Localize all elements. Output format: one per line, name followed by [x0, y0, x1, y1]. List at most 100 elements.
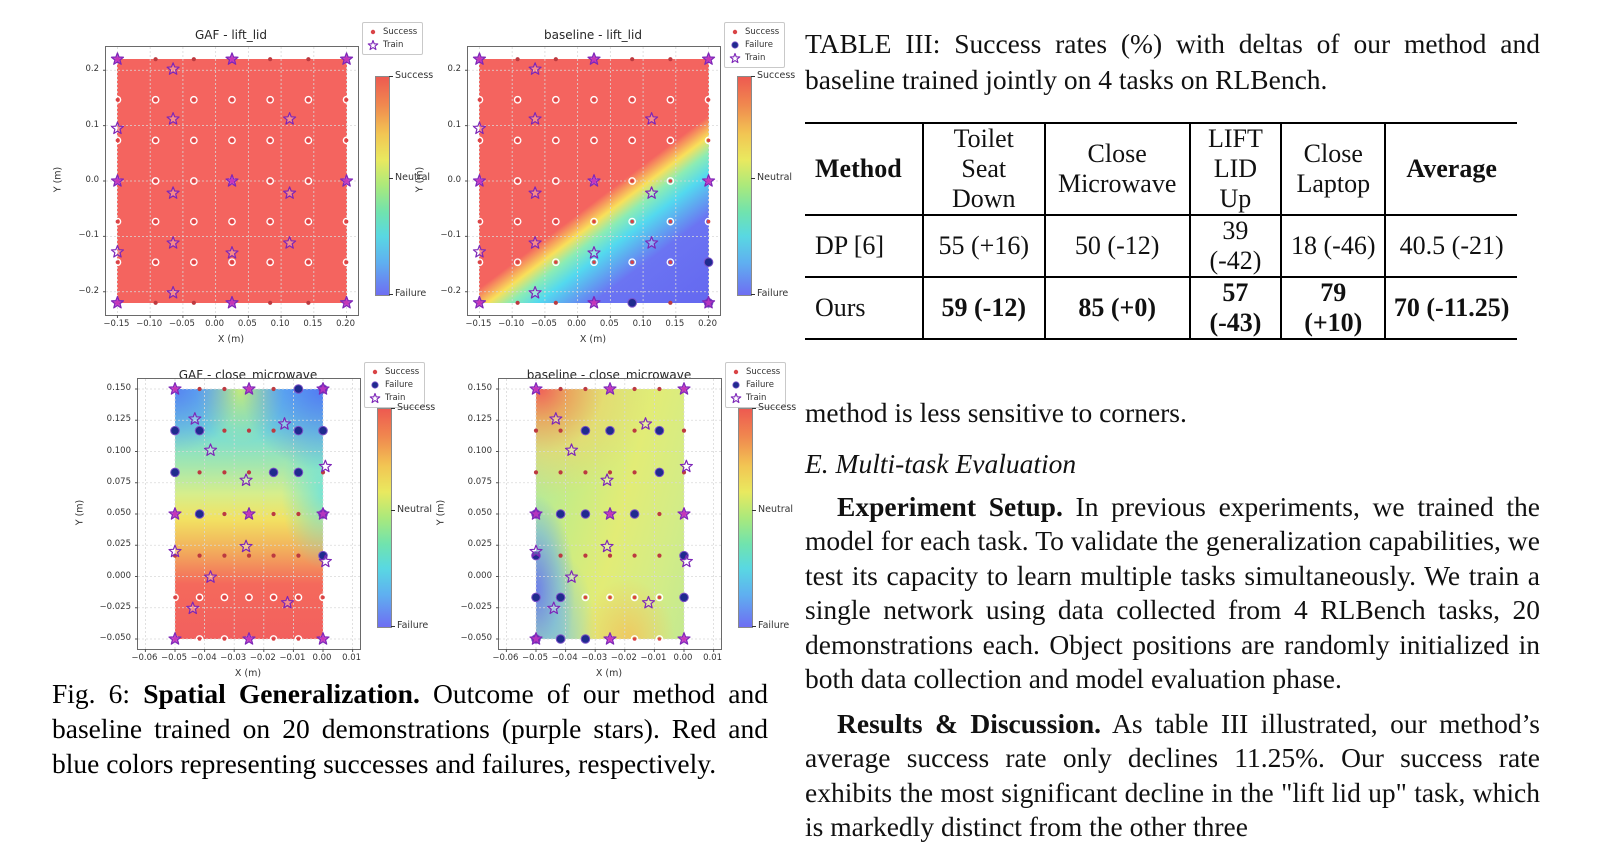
colorbar-label-neutral: Neutral — [397, 504, 433, 516]
legend-item-train: Train — [730, 392, 780, 404]
results-table: Method Toilet Seat Down Close Microwave LI… — [805, 122, 1517, 340]
x-tick-label: 0.15 — [303, 319, 323, 329]
y-tick-label: 0.000 — [106, 570, 131, 581]
cell-method-ours: Ours — [815, 293, 866, 322]
y-tick-label: −0.025 — [99, 601, 131, 612]
subplot-title: baseline - lift_lid — [544, 28, 642, 42]
x-tick-label: −0.04 — [190, 653, 217, 663]
legend-item-success: Success — [729, 26, 779, 38]
y-tick-label: −0.1 — [440, 230, 461, 241]
y-tick-label: −0.2 — [440, 285, 461, 296]
y-tick-label: 0.125 — [106, 414, 131, 425]
paragraph-experiment-setup: Experiment Setup. In previous experiment… — [805, 490, 1540, 697]
y-tick-label: 0.050 — [467, 508, 492, 518]
x-tick-label: −0.03 — [581, 653, 608, 663]
colorbar-label-neutral: Neutral — [758, 504, 794, 516]
colorbar-label-failure: Failure — [395, 288, 427, 299]
legend-item-train: Train — [369, 392, 419, 404]
x-tick-label: −0.03 — [220, 653, 247, 663]
success-marker-icon — [372, 369, 378, 375]
plot-legend: Success Train — [362, 22, 424, 55]
colorbar-tick — [751, 76, 755, 77]
legend-label: Failure — [746, 380, 774, 390]
table-row-dp: DP [6] 55 (+16) 50 (-12) 39 (-42) 18 (-4… — [805, 215, 1517, 278]
x-tick-label: 0.10 — [270, 319, 290, 329]
y-tick-label: 0.1 — [447, 119, 461, 130]
colorbar — [377, 408, 392, 628]
colorbar-label-failure: Failure — [397, 620, 429, 631]
x-axis-label: X (m) — [595, 668, 623, 679]
y-tick-label: 0.100 — [106, 445, 131, 456]
x-tick-label: 0.10 — [632, 319, 652, 329]
y-tick-label: 0.0 — [447, 175, 461, 185]
colorbar-tick — [389, 178, 393, 180]
plot-overlay — [135, 379, 360, 652]
x-tick-label: 0.05 — [237, 319, 257, 329]
plot-overlay — [465, 47, 720, 318]
y-tick-label: −0.1 — [78, 230, 99, 241]
legend-item-failure: Failure — [730, 379, 780, 391]
x-tick-label: −0.15 — [103, 319, 130, 329]
figure-spatial-generalization: GAF - lift_lid Y (m) X (m) 0.2 0.1 0.0 −0.1 −0.… — [50, 8, 796, 679]
x-tick-label: 0.01 — [703, 653, 723, 663]
legend-item-success: Success — [367, 26, 417, 38]
y-tick-label: 0.100 — [467, 445, 492, 456]
legend-label: Train — [385, 393, 406, 403]
section-heading-multitask: E. Multi-task Evaluation — [805, 447, 1077, 479]
x-tick-label: −0.10 — [498, 319, 525, 329]
colorbar-label-success: Success — [397, 402, 436, 413]
plot-area — [135, 378, 361, 652]
legend-item-train: Train — [729, 52, 779, 64]
y-tick-label: 0.2 — [447, 64, 461, 75]
x-tick-label: −0.05 — [168, 319, 195, 329]
cell-ours-average: 70 (-11.25) — [1384, 277, 1517, 339]
cell-ours-lift-lid: 57 (-43) — [1188, 277, 1282, 339]
train-marker-icon — [730, 392, 742, 404]
success-marker-icon — [732, 29, 738, 35]
subplot-gaf-lift-lid: GAF - lift_lid Y (m) X (m) 0.2 0.1 0.0 −0.1 −0.… — [50, 8, 433, 345]
results-discussion-lead: Results & Discussion. — [837, 707, 1102, 739]
plot-area — [465, 46, 721, 318]
table-header-row: Method Toilet Seat Down Close Microwave LI… — [805, 123, 1517, 216]
x-tick-label: −0.05 — [160, 653, 188, 663]
plot-overlay — [103, 47, 358, 318]
y-tick-label: 0.050 — [106, 508, 131, 518]
x-tick-label: −0.02 — [610, 653, 637, 663]
subplot-baseline-close-microwave: baseline - close_microwave Y (m) X (m) 0.15… — [411, 348, 796, 684]
x-tick-label: 0.15 — [665, 319, 685, 329]
paragraph-corners: method is less sensitive to corners. — [805, 397, 1187, 428]
col-header-method: Method — [805, 123, 923, 216]
y-tick-label: 0.150 — [106, 383, 131, 393]
failure-marker-icon — [732, 381, 740, 389]
legend-item-success: Success — [730, 366, 780, 378]
x-tick-label: −0.06 — [492, 653, 519, 663]
x-tick-label: −0.15 — [465, 319, 492, 329]
colorbar-tick — [751, 294, 755, 295]
success-marker-icon — [370, 29, 376, 35]
cell-dp-toilet: 55 (+16) — [921, 215, 1045, 278]
legend-label: Failure — [385, 380, 413, 390]
colorbar-tick — [752, 626, 756, 627]
y-axis-label: Y (m) — [435, 499, 447, 526]
y-axis-label: Y (m) — [74, 499, 86, 526]
failure-marker-icon — [731, 41, 739, 49]
colorbar-label-success: Success — [395, 70, 434, 81]
y-tick-label: 0.0 — [85, 175, 99, 185]
legend-item-failure: Failure — [729, 39, 779, 51]
cell-ours-toilet: 59 (-12) — [921, 277, 1045, 339]
x-tick-label: 0.05 — [599, 319, 619, 329]
y-tick-label: −0.050 — [99, 633, 131, 643]
plot-overlay — [496, 379, 721, 652]
x-axis-label: X (m) — [234, 668, 262, 679]
x-tick-label: 0.20 — [336, 319, 355, 329]
colorbar-label-failure: Failure — [757, 288, 789, 299]
x-tick-label: 0.01 — [342, 653, 362, 663]
cell-method-dp: DP [6] — [805, 215, 923, 278]
col-header-lift-lid-up: LIFT LID Up — [1188, 123, 1282, 216]
colorbar-tick — [391, 408, 395, 409]
colorbar-tick — [389, 294, 393, 295]
x-tick-label: 0.00 — [205, 319, 225, 329]
x-tick-label: 0.00 — [312, 653, 332, 663]
legend-label: Train — [383, 40, 404, 50]
